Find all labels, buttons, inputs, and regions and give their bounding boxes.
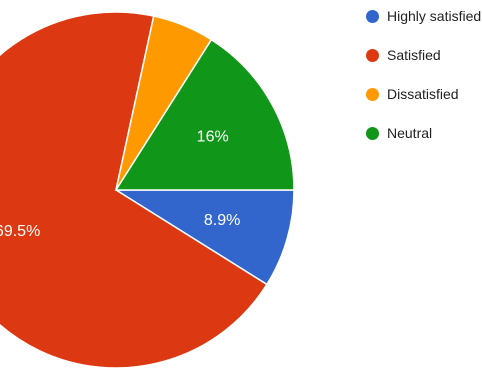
pie-slice-satisfied (0, 11, 268, 369)
slice-label-highly-satisfied: 8.9% (204, 212, 240, 229)
legend-swatch-highly-satisfied (366, 9, 379, 23)
legend-label-satisfied: Satisfied (387, 47, 441, 63)
legend-swatch-dissatisfied (366, 87, 379, 101)
legend-item-satisfied: Satisfied (366, 45, 481, 65)
legend-label-neutral: Neutral (387, 125, 433, 141)
legend-item-highly-satisfied: Highly satisfied (366, 6, 481, 26)
legend-item-dissatisfied: Dissatisfied (366, 84, 481, 104)
legend-label-dissatisfied: Dissatisfied (387, 86, 459, 102)
legend-swatch-satisfied (366, 48, 379, 62)
legend-swatch-neutral (366, 126, 379, 140)
pie-slice-highly-satisfied (113, 189, 295, 286)
slice-label-neutral: 16% (197, 128, 229, 145)
legend-label-highly-satisfied: Highly satisfied (387, 8, 482, 24)
pie-slice-neutral (114, 38, 295, 191)
slice-label-satisfied: 69.5% (0, 223, 40, 240)
pie-slices (0, 11, 295, 369)
legend-item-neutral: Neutral (366, 123, 481, 143)
pie-slice-labels: 8.9% 69.5% 16% (0, 128, 240, 240)
chart-legend: Highly satisfied Satisfied Dissatisfied … (366, 6, 481, 162)
